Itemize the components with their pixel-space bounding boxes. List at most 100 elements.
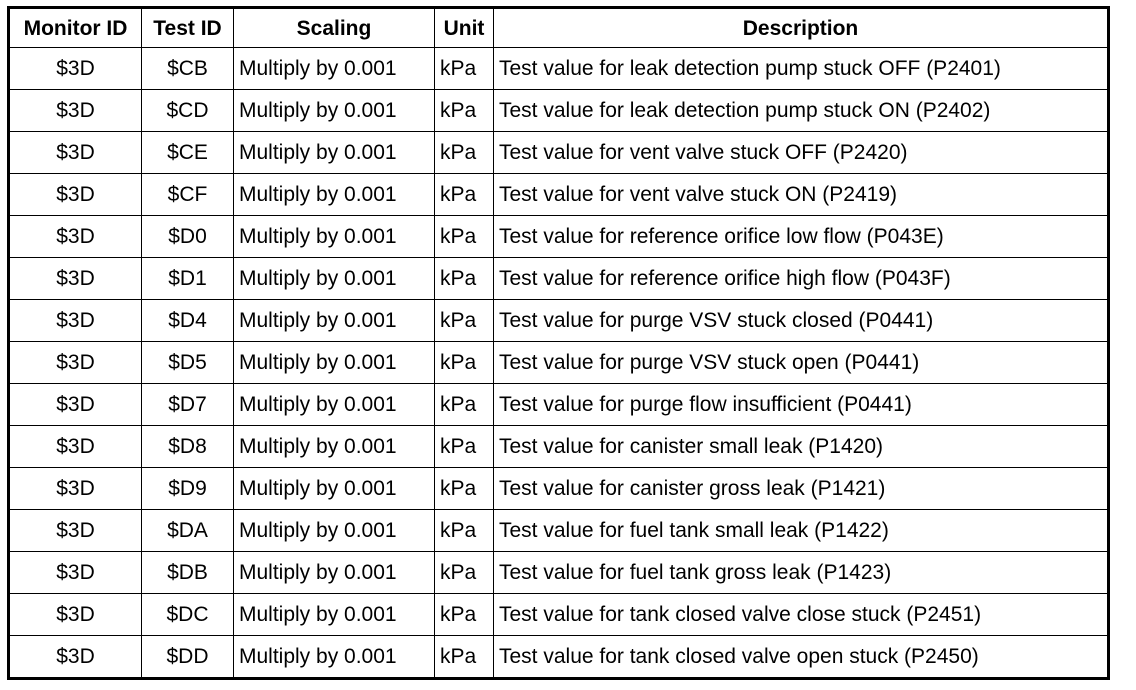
table-row: $3D $CB Multiply by 0.001 kPa Test value for… — [8, 47, 1109, 90]
test-id-cell: $DD — [141, 635, 234, 679]
table-row: $3D $CD Multiply by 0.001 kPa Test value for… — [8, 89, 1109, 132]
description-cell: Test value for purge flow insufficient (… — [493, 383, 1109, 426]
monitor-id-cell: $3D — [8, 383, 142, 426]
scaling-cell: Multiply by 0.001 — [233, 383, 435, 426]
test-id-cell: $CD — [141, 89, 234, 132]
monitor-id-cell: $3D — [8, 215, 142, 258]
scaling-cell: Multiply by 0.001 — [233, 341, 435, 384]
scaling-cell: Multiply by 0.001 — [233, 131, 435, 174]
scaling-cell: Multiply by 0.001 — [233, 215, 435, 258]
monitor-id-cell: $3D — [8, 509, 142, 552]
scaling-cell: Multiply by 0.001 — [233, 593, 435, 636]
table-body: $3D $CB Multiply by 0.001 kPa Test value for… — [8, 47, 1109, 679]
unit-cell: kPa — [434, 215, 494, 258]
test-id-cell: $CF — [141, 173, 234, 216]
test-id-cell: $D5 — [141, 341, 234, 384]
description-cell: Test value for reference orifice low flo… — [493, 215, 1109, 258]
test-id-cell: $DC — [141, 593, 234, 636]
header-monitor-id: Monitor ID — [8, 7, 142, 48]
description-cell: Test value for tank closed valve open st… — [493, 635, 1109, 679]
unit-cell: kPa — [434, 47, 494, 90]
monitor-test-table-container: Monitor ID Test ID Scaling Unit Descript… — [7, 6, 1110, 680]
test-id-cell: $D0 — [141, 215, 234, 258]
unit-cell: kPa — [434, 635, 494, 679]
table-row: $3D $D8 Multiply by 0.001 kPa Test value for… — [8, 425, 1109, 468]
scaling-cell: Multiply by 0.001 — [233, 299, 435, 342]
header-description: Description — [493, 7, 1109, 48]
scaling-cell: Multiply by 0.001 — [233, 425, 435, 468]
test-id-cell: $CE — [141, 131, 234, 174]
description-cell: Test value for reference orifice high fl… — [493, 257, 1109, 300]
unit-cell: kPa — [434, 299, 494, 342]
unit-cell: kPa — [434, 257, 494, 300]
table-row: $3D $DD Multiply by 0.001 kPa Test value for… — [8, 635, 1109, 679]
unit-cell: kPa — [434, 509, 494, 552]
scaling-cell: Multiply by 0.001 — [233, 551, 435, 594]
header-row: Monitor ID Test ID Scaling Unit Descript… — [8, 7, 1109, 48]
test-id-cell: $DA — [141, 509, 234, 552]
monitor-id-cell: $3D — [8, 467, 142, 510]
unit-cell: kPa — [434, 89, 494, 132]
table-row: $3D $DB Multiply by 0.001 kPa Test value for… — [8, 551, 1109, 594]
test-id-cell: $D8 — [141, 425, 234, 468]
monitor-id-cell: $3D — [8, 341, 142, 384]
unit-cell: kPa — [434, 131, 494, 174]
description-cell: Test value for tank closed valve close s… — [493, 593, 1109, 636]
scaling-cell: Multiply by 0.001 — [233, 635, 435, 679]
table-header: Monitor ID Test ID Scaling Unit Descript… — [8, 7, 1109, 48]
unit-cell: kPa — [434, 173, 494, 216]
description-cell: Test value for purge VSV stuck closed (P… — [493, 299, 1109, 342]
test-id-cell: $D9 — [141, 467, 234, 510]
table-row: $3D $DC Multiply by 0.001 kPa Test value for… — [8, 593, 1109, 636]
test-id-cell: $DB — [141, 551, 234, 594]
description-cell: Test value for canister small leak (P142… — [493, 425, 1109, 468]
unit-cell: kPa — [434, 593, 494, 636]
unit-cell: kPa — [434, 467, 494, 510]
test-id-cell: $CB — [141, 47, 234, 90]
table-row: $3D $CF Multiply by 0.001 kPa Test value for… — [8, 173, 1109, 216]
unit-cell: kPa — [434, 551, 494, 594]
scaling-cell: Multiply by 0.001 — [233, 467, 435, 510]
table-row: $3D $DA Multiply by 0.001 kPa Test value for… — [8, 509, 1109, 552]
monitor-id-cell: $3D — [8, 47, 142, 90]
test-id-cell: $D1 — [141, 257, 234, 300]
monitor-test-table: Monitor ID Test ID Scaling Unit Descript… — [7, 6, 1110, 680]
unit-cell: kPa — [434, 425, 494, 468]
scaling-cell: Multiply by 0.001 — [233, 47, 435, 90]
monitor-id-cell: $3D — [8, 131, 142, 174]
test-id-cell: $D4 — [141, 299, 234, 342]
table-row: $3D $D5 Multiply by 0.001 kPa Test value for… — [8, 341, 1109, 384]
description-cell: Test value for purge VSV stuck open (P04… — [493, 341, 1109, 384]
monitor-id-cell: $3D — [8, 89, 142, 132]
description-cell: Test value for canister gross leak (P142… — [493, 467, 1109, 510]
monitor-id-cell: $3D — [8, 551, 142, 594]
unit-cell: kPa — [434, 383, 494, 426]
description-cell: Test value for leak detection pump stuck… — [493, 89, 1109, 132]
monitor-id-cell: $3D — [8, 173, 142, 216]
description-cell: Test value for vent valve stuck OFF (P24… — [493, 131, 1109, 174]
description-cell: Test value for leak detection pump stuck… — [493, 47, 1109, 90]
table-row: $3D $CE Multiply by 0.001 kPa Test value for… — [8, 131, 1109, 174]
description-cell: Test value for fuel tank gross leak (P14… — [493, 551, 1109, 594]
header-unit: Unit — [434, 7, 494, 48]
scaling-cell: Multiply by 0.001 — [233, 257, 435, 300]
scaling-cell: Multiply by 0.001 — [233, 173, 435, 216]
table-row: $3D $D4 Multiply by 0.001 kPa Test value for… — [8, 299, 1109, 342]
header-test-id: Test ID — [141, 7, 234, 48]
description-cell: Test value for fuel tank small leak (P14… — [493, 509, 1109, 552]
scaling-cell: Multiply by 0.001 — [233, 89, 435, 132]
monitor-id-cell: $3D — [8, 299, 142, 342]
monitor-id-cell: $3D — [8, 425, 142, 468]
table-row: $3D $D9 Multiply by 0.001 kPa Test value for… — [8, 467, 1109, 510]
description-cell: Test value for vent valve stuck ON (P241… — [493, 173, 1109, 216]
unit-cell: kPa — [434, 341, 494, 384]
scaling-cell: Multiply by 0.001 — [233, 509, 435, 552]
monitor-id-cell: $3D — [8, 257, 142, 300]
monitor-id-cell: $3D — [8, 635, 142, 679]
test-id-cell: $D7 — [141, 383, 234, 426]
monitor-id-cell: $3D — [8, 593, 142, 636]
table-row: $3D $D0 Multiply by 0.001 kPa Test value for… — [8, 215, 1109, 258]
header-scaling: Scaling — [233, 7, 435, 48]
table-row: $3D $D1 Multiply by 0.001 kPa Test value for… — [8, 257, 1109, 300]
table-row: $3D $D7 Multiply by 0.001 kPa Test value for… — [8, 383, 1109, 426]
